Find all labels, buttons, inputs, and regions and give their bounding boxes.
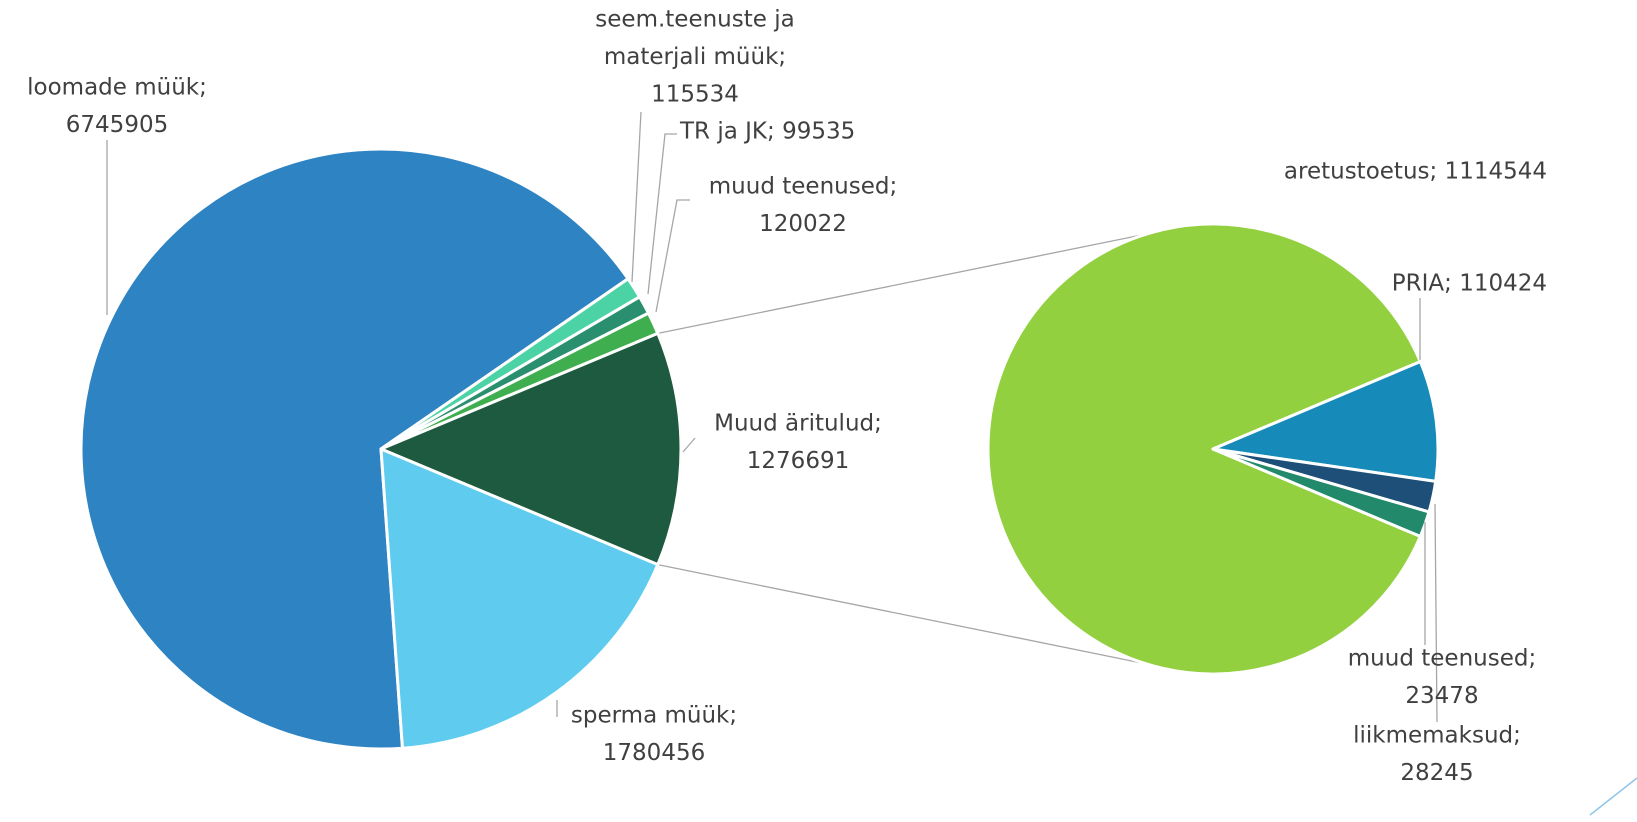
data-label: 6745905 — [66, 112, 168, 138]
data-label: 1780456 — [603, 740, 705, 766]
data-label: sperma müük; — [571, 703, 737, 729]
leader-line — [682, 437, 696, 453]
data-label: 115534 — [651, 82, 739, 108]
connector-line — [657, 233, 1148, 335]
leader-line — [1434, 503, 1438, 723]
pie-slice — [379, 331, 683, 567]
pie-slice — [379, 447, 660, 750]
decoration — [1589, 777, 1637, 816]
data-label: muud teenused; — [1348, 646, 1536, 672]
data-label: TR ja JK; 99535 — [679, 119, 855, 145]
pie-slice — [1211, 360, 1440, 483]
data-label: aretustoetus; 1114544 — [1284, 159, 1547, 185]
data-label: 120022 — [759, 211, 847, 237]
leader-line — [655, 199, 690, 313]
data-label: PRIA; 110424 — [1392, 271, 1547, 297]
leader-line — [647, 133, 677, 295]
leader-line — [631, 111, 642, 283]
pie — [986, 222, 1440, 676]
data-label: loomade müük; — [27, 75, 207, 101]
leader-lines — [106, 111, 1438, 723]
pie — [79, 147, 683, 751]
data-label: muud teenused; — [709, 174, 897, 200]
data-labels: loomade müük; 6745905 seem.teenuste ja mate… — [27, 7, 1547, 787]
pie-slice — [79, 147, 630, 751]
data-label: Muud äritulud; — [714, 411, 882, 437]
connector-line — [657, 563, 1148, 665]
pie-slice — [986, 222, 1422, 676]
data-label: seem.teenuste ja — [595, 7, 794, 33]
data-label: 28245 — [1400, 760, 1473, 786]
connector-lines — [657, 233, 1148, 665]
data-label: 1276691 — [747, 448, 849, 474]
data-label: liikmemaksud; — [1353, 723, 1521, 749]
data-label: 23478 — [1405, 683, 1478, 709]
data-label: materjali müük; — [604, 44, 786, 70]
